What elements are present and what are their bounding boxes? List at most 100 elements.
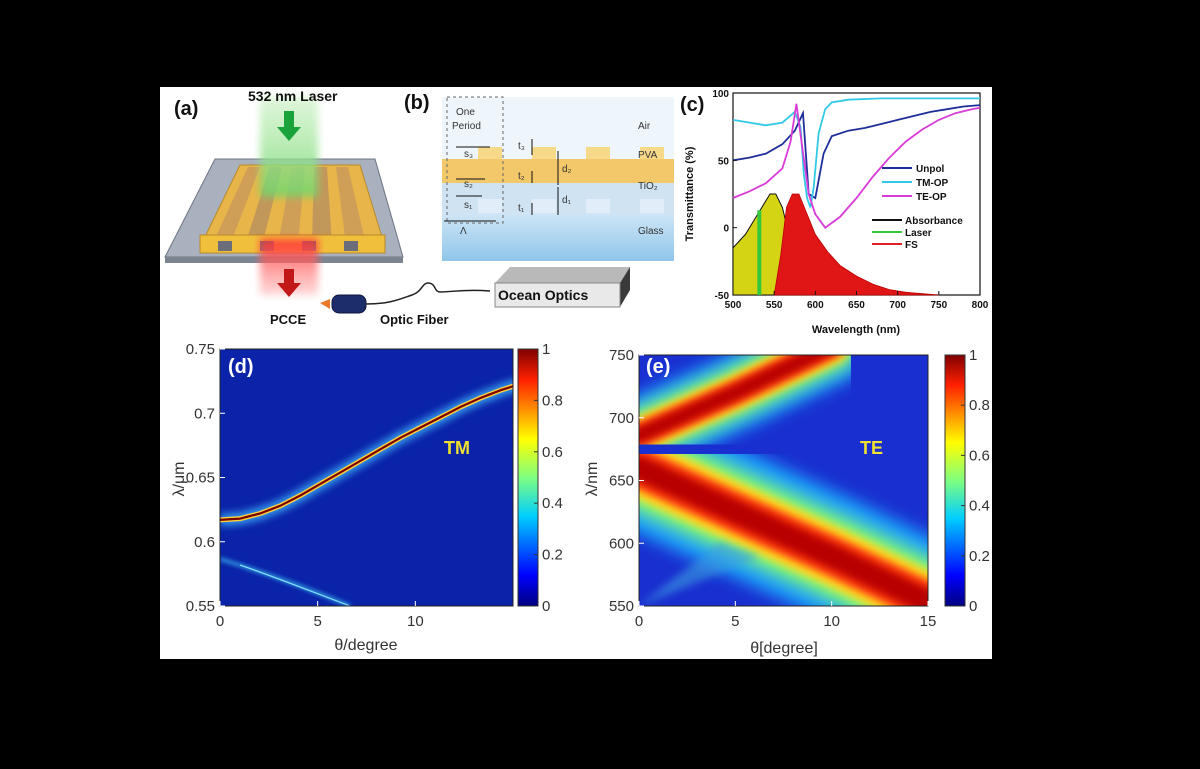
te-y-label: λ/nm bbox=[584, 462, 601, 497]
spectrum-x-label: Wavelength (nm) bbox=[812, 324, 901, 336]
spectrum-y-tick-label: -50 bbox=[715, 291, 730, 302]
colorbar-tick-label: 0 bbox=[969, 598, 977, 615]
te-heatmap-content bbox=[639, 355, 928, 606]
colorbar-tick-label: 0.2 bbox=[542, 547, 563, 564]
dim-d2: d₂ bbox=[562, 164, 572, 175]
spectrum-x-tick-label: 800 bbox=[972, 300, 989, 311]
colorbar-tick-label: 0 bbox=[542, 598, 550, 615]
one-period-line1: One bbox=[456, 107, 475, 118]
colorbar-tick-label: 1 bbox=[969, 347, 977, 364]
dim-t1: t₁ bbox=[518, 203, 525, 214]
spectrum-x-tick-label: 750 bbox=[930, 300, 947, 311]
dim-t2: t₂ bbox=[518, 171, 525, 182]
spectrum-x-tick-label: 700 bbox=[889, 300, 906, 311]
figure-canvas: (a) 532 nm Laser PCCE bbox=[164, 88, 990, 657]
colorbar-tick-label: 0.4 bbox=[542, 495, 563, 512]
te-lower-feature bbox=[639, 542, 760, 606]
tm-band-core bbox=[220, 385, 513, 521]
laser-arrow-icon bbox=[277, 127, 301, 141]
spectrum-y-tick-label: 100 bbox=[712, 89, 729, 100]
spectrum-x-tick-label: 550 bbox=[766, 300, 783, 311]
dim-t3: t₃ bbox=[518, 141, 525, 152]
dim-d1: d₁ bbox=[562, 195, 572, 206]
spectrometer-side bbox=[620, 267, 630, 307]
x-tick-label: 15 bbox=[920, 613, 937, 630]
y-tick-label: 750 bbox=[609, 347, 634, 364]
legend-entry: TE-OP bbox=[916, 192, 947, 203]
x-tick-label: 10 bbox=[407, 613, 424, 630]
fiber-label: Optic Fiber bbox=[380, 312, 449, 327]
panel-d: (d) TM 0 5 100.550.60.650.70.75 θ/degree λ… bbox=[171, 341, 563, 654]
y-tick-label: 0.55 bbox=[186, 598, 215, 615]
y-tick-label: 0.65 bbox=[186, 470, 215, 487]
x-tick-label: 0 bbox=[216, 613, 224, 630]
spectrum-x-tick-label: 650 bbox=[848, 300, 865, 311]
dimension-arrows bbox=[444, 139, 559, 222]
tio2-ridges bbox=[478, 199, 664, 213]
spectrum-y-tick-label: 50 bbox=[718, 156, 730, 167]
laser-label: 532 nm Laser bbox=[248, 88, 338, 104]
colorbar-tick-label: 0.8 bbox=[542, 392, 563, 409]
tm-bands bbox=[220, 379, 513, 526]
tm-colorbar bbox=[517, 348, 539, 607]
te-bands bbox=[639, 355, 928, 606]
x-tick-label: 5 bbox=[313, 613, 321, 630]
spectrum-ticks: 500 550 600 650 700 750 800 -50 0 50 100 bbox=[712, 89, 988, 311]
colorbar-tick-label: 0.2 bbox=[969, 548, 990, 565]
panel-a-label: (a) bbox=[174, 98, 198, 120]
layer-pva-label: PVA bbox=[638, 150, 658, 161]
tm-colorbar-ticks: 0 0.2 0.4 0.6 0.8 1 bbox=[534, 341, 563, 615]
laser-arrow-shaft bbox=[284, 111, 294, 129]
spectrometer-top bbox=[495, 267, 630, 283]
te-band-layer bbox=[639, 455, 928, 606]
output-arrow-icon bbox=[277, 283, 301, 297]
legend-entry: TM-OP bbox=[916, 178, 949, 189]
layer-air-label: Air bbox=[638, 121, 651, 132]
legend-entry: FS bbox=[905, 240, 918, 251]
te-axis-ticks: 0 5 10 15 550 600 650 700 750 bbox=[609, 347, 936, 630]
tm-y-label: λ/μm bbox=[171, 462, 188, 497]
panel-c: (c) 500 550 600 650 700 750 800 -50 0 50 100 Wavel… bbox=[680, 89, 989, 336]
fs-area bbox=[773, 193, 939, 296]
colorbar-tick-label: 0.8 bbox=[969, 397, 990, 414]
panel-a: (a) 532 nm Laser PCCE bbox=[164, 88, 630, 327]
y-tick-label: 700 bbox=[609, 410, 634, 427]
te-mode-label: TE bbox=[860, 438, 883, 458]
legend-entry: Unpol bbox=[916, 164, 945, 175]
panel-c-label: (c) bbox=[680, 94, 704, 116]
spectrum-x-tick-label: 500 bbox=[725, 300, 742, 311]
spectrum-lines bbox=[732, 97, 981, 229]
legend-entry: Absorbance bbox=[905, 216, 963, 227]
tm-heatmap-background bbox=[220, 349, 513, 606]
one-period-box bbox=[446, 96, 504, 224]
spectrum-y-tick-label: 0 bbox=[723, 224, 729, 235]
panel-b: (b) One Period Air PVA TiO₂ Glass bbox=[404, 92, 674, 261]
tm-heatmap-content bbox=[220, 379, 513, 606]
fiber-connector-icon bbox=[331, 294, 367, 314]
legend-entry: Laser bbox=[905, 228, 932, 239]
tm-x-label: θ/degree bbox=[334, 637, 397, 654]
spectrum-y-label: Transmittance (%) bbox=[684, 146, 696, 241]
tm-mode-label: TM bbox=[444, 438, 470, 458]
optic-fiber bbox=[365, 282, 491, 305]
colorbar-tick-label: 0.4 bbox=[969, 498, 990, 515]
dim-s3: s₃ bbox=[464, 149, 473, 160]
x-tick-label: 10 bbox=[823, 613, 840, 630]
te-op-line bbox=[732, 103, 981, 229]
panel-b-label: (b) bbox=[404, 92, 430, 114]
one-period-line2: Period bbox=[452, 121, 481, 132]
figure: (a) 532 nm Laser PCCE bbox=[160, 87, 992, 659]
dim-s2: s₂ bbox=[464, 179, 473, 190]
panel-e-label: (e) bbox=[646, 356, 670, 378]
pva-ridges bbox=[478, 147, 664, 159]
dim-lambda: Λ bbox=[460, 226, 467, 237]
colorbar-tick-label: 0.6 bbox=[969, 447, 990, 464]
colorbar-tick-label: 1 bbox=[542, 341, 550, 358]
spectrometer-icon bbox=[494, 282, 621, 308]
tm-axis-ticks: 0 5 10 0.55 0.6 0.65 0.7 0.75 bbox=[186, 341, 424, 630]
y-tick-label: 0.7 bbox=[194, 405, 215, 422]
y-tick-label: 600 bbox=[609, 535, 634, 552]
dim-s1: s₁ bbox=[464, 200, 473, 211]
